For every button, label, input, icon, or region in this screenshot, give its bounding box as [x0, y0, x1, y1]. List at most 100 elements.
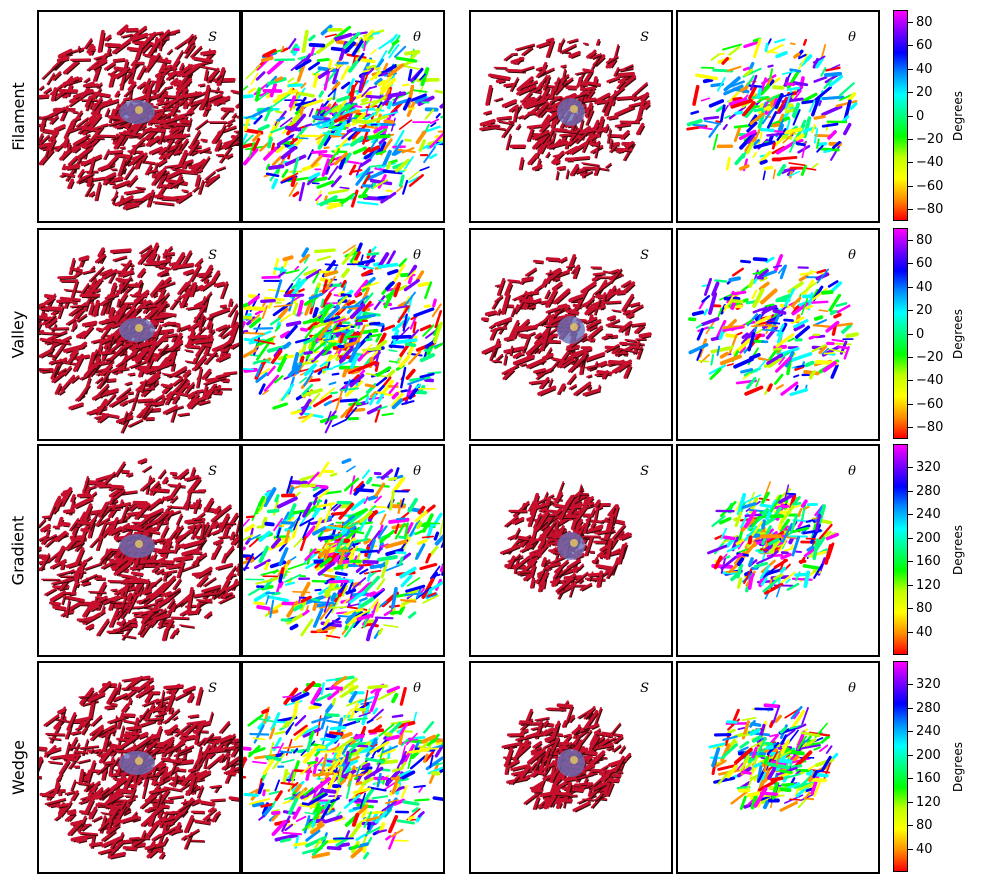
colorbar-tick [908, 21, 913, 23]
colorbar-tick-label: 120 [916, 577, 941, 593]
colorbar-tick-label: 40 [916, 841, 933, 857]
colorbar-tick-label: 60 [916, 256, 933, 272]
valley-right-theta-panel: θ [676, 228, 880, 441]
gradient-left-s-panel: S [37, 444, 241, 657]
colorbar-filament [893, 10, 908, 221]
wedge-right-s-panel: S [469, 661, 673, 874]
colorbar-tick [908, 92, 913, 94]
colorbar-tick-label: −40 [916, 155, 944, 171]
map-image [243, 675, 443, 860]
colorbar-tick [908, 825, 913, 827]
valley-left-s-panel: S [37, 228, 241, 441]
colorbar-tick [908, 584, 913, 586]
s-label: S [208, 30, 217, 45]
colorbar-tick-label: 160 [916, 771, 941, 787]
valley-right-s-panel: S [469, 228, 673, 441]
map-image [707, 481, 839, 600]
s-label: S [208, 248, 217, 263]
colorbar-tick [908, 45, 913, 47]
colorbar-tick [908, 310, 913, 312]
colorbar-tick [908, 185, 913, 187]
colorbar-tick [908, 403, 913, 405]
colorbar-tick [908, 631, 913, 633]
gradient-left-theta-panel: θ [241, 444, 445, 657]
colorbar-tick [908, 138, 913, 140]
gradient-right-theta-panel: θ [676, 444, 880, 657]
theta-label: θ [413, 30, 421, 45]
colorbar-tick-label: 80 [916, 601, 933, 617]
wedge-right-theta-panel: θ [676, 661, 880, 874]
map-image [481, 254, 652, 397]
colorbar-tick-label: 320 [916, 460, 941, 476]
colorbar-tick-label: 120 [916, 794, 941, 810]
map-image [688, 254, 859, 397]
colorbar-tick-label: 80 [916, 818, 933, 834]
colorbar-tick-label: −20 [916, 349, 944, 365]
theta-label: θ [848, 681, 856, 696]
colorbar-valley [893, 228, 908, 439]
wedge-left-s-panel: S [37, 661, 241, 874]
colorbar-tick [908, 707, 913, 709]
colorbar-tick-label: 40 [916, 279, 933, 295]
theta-label: θ [848, 464, 856, 479]
theta-label: θ [413, 464, 421, 479]
colorbar-tick-label: −40 [916, 373, 944, 389]
gradient-right-s-panel: S [469, 444, 673, 657]
colorbar-tick [908, 801, 913, 803]
map-image [686, 37, 858, 181]
map-image [39, 675, 239, 860]
colorbar-tick-label: 80 [916, 14, 933, 30]
map-image [501, 700, 632, 813]
colorbar-tick-label: 40 [916, 61, 933, 77]
s-label: S [208, 681, 217, 696]
map-image [39, 458, 239, 642]
colorbar-tick-label: −60 [916, 178, 944, 194]
map-image [500, 481, 632, 600]
colorbar-tick-label: 20 [916, 303, 933, 319]
colorbar-tick [908, 490, 913, 492]
colorbar-tick-label: 0 [916, 108, 925, 124]
colorbar-tick [908, 608, 913, 610]
colorbar-tick [908, 333, 913, 335]
map-image [39, 24, 239, 211]
colorbar-tick-label: 60 [916, 38, 933, 54]
s-label: S [640, 464, 649, 479]
colorbar-tick [908, 356, 913, 358]
colorbar-tick [908, 115, 913, 117]
s-label: S [640, 681, 649, 696]
colorbar-tick [908, 209, 913, 211]
theta-label: θ [413, 248, 421, 263]
colorbar-tick-label: 80 [916, 232, 933, 248]
colorbar-label: Degrees [951, 90, 965, 141]
row-label-wedge: Wedge [8, 740, 28, 795]
map-image [243, 24, 443, 210]
colorbar-tick [908, 239, 913, 241]
colorbar-tick [908, 731, 913, 733]
colorbar-tick-label: 40 [916, 624, 933, 640]
colorbar-tick [908, 514, 913, 516]
map-image [708, 700, 839, 812]
colorbar-tick-label: −80 [916, 202, 944, 218]
colorbar-tick-label: 160 [916, 554, 941, 570]
colorbar-tick-label: 320 [916, 677, 941, 693]
colorbar-tick [908, 684, 913, 686]
colorbar-tick-label: 20 [916, 85, 933, 101]
map-image [243, 242, 443, 434]
colorbar-tick [908, 162, 913, 164]
map-image [479, 37, 652, 181]
s-label: S [208, 464, 217, 479]
colorbar-tick [908, 467, 913, 469]
colorbar-tick [908, 263, 913, 265]
valley-left-theta-panel: θ [241, 228, 445, 441]
colorbar-tick [908, 848, 913, 850]
colorbar-label: Degrees [951, 308, 965, 359]
colorbar-wedge [893, 661, 908, 872]
s-label: S [640, 30, 649, 45]
colorbar-tick-label: −80 [916, 420, 944, 436]
map-image [243, 458, 443, 642]
filament-right-theta-panel: θ [676, 10, 880, 223]
colorbar-tick-label: −60 [916, 396, 944, 412]
colorbar-tick [908, 68, 913, 70]
colorbar-tick [908, 561, 913, 563]
colorbar-tick-label: 200 [916, 530, 941, 546]
